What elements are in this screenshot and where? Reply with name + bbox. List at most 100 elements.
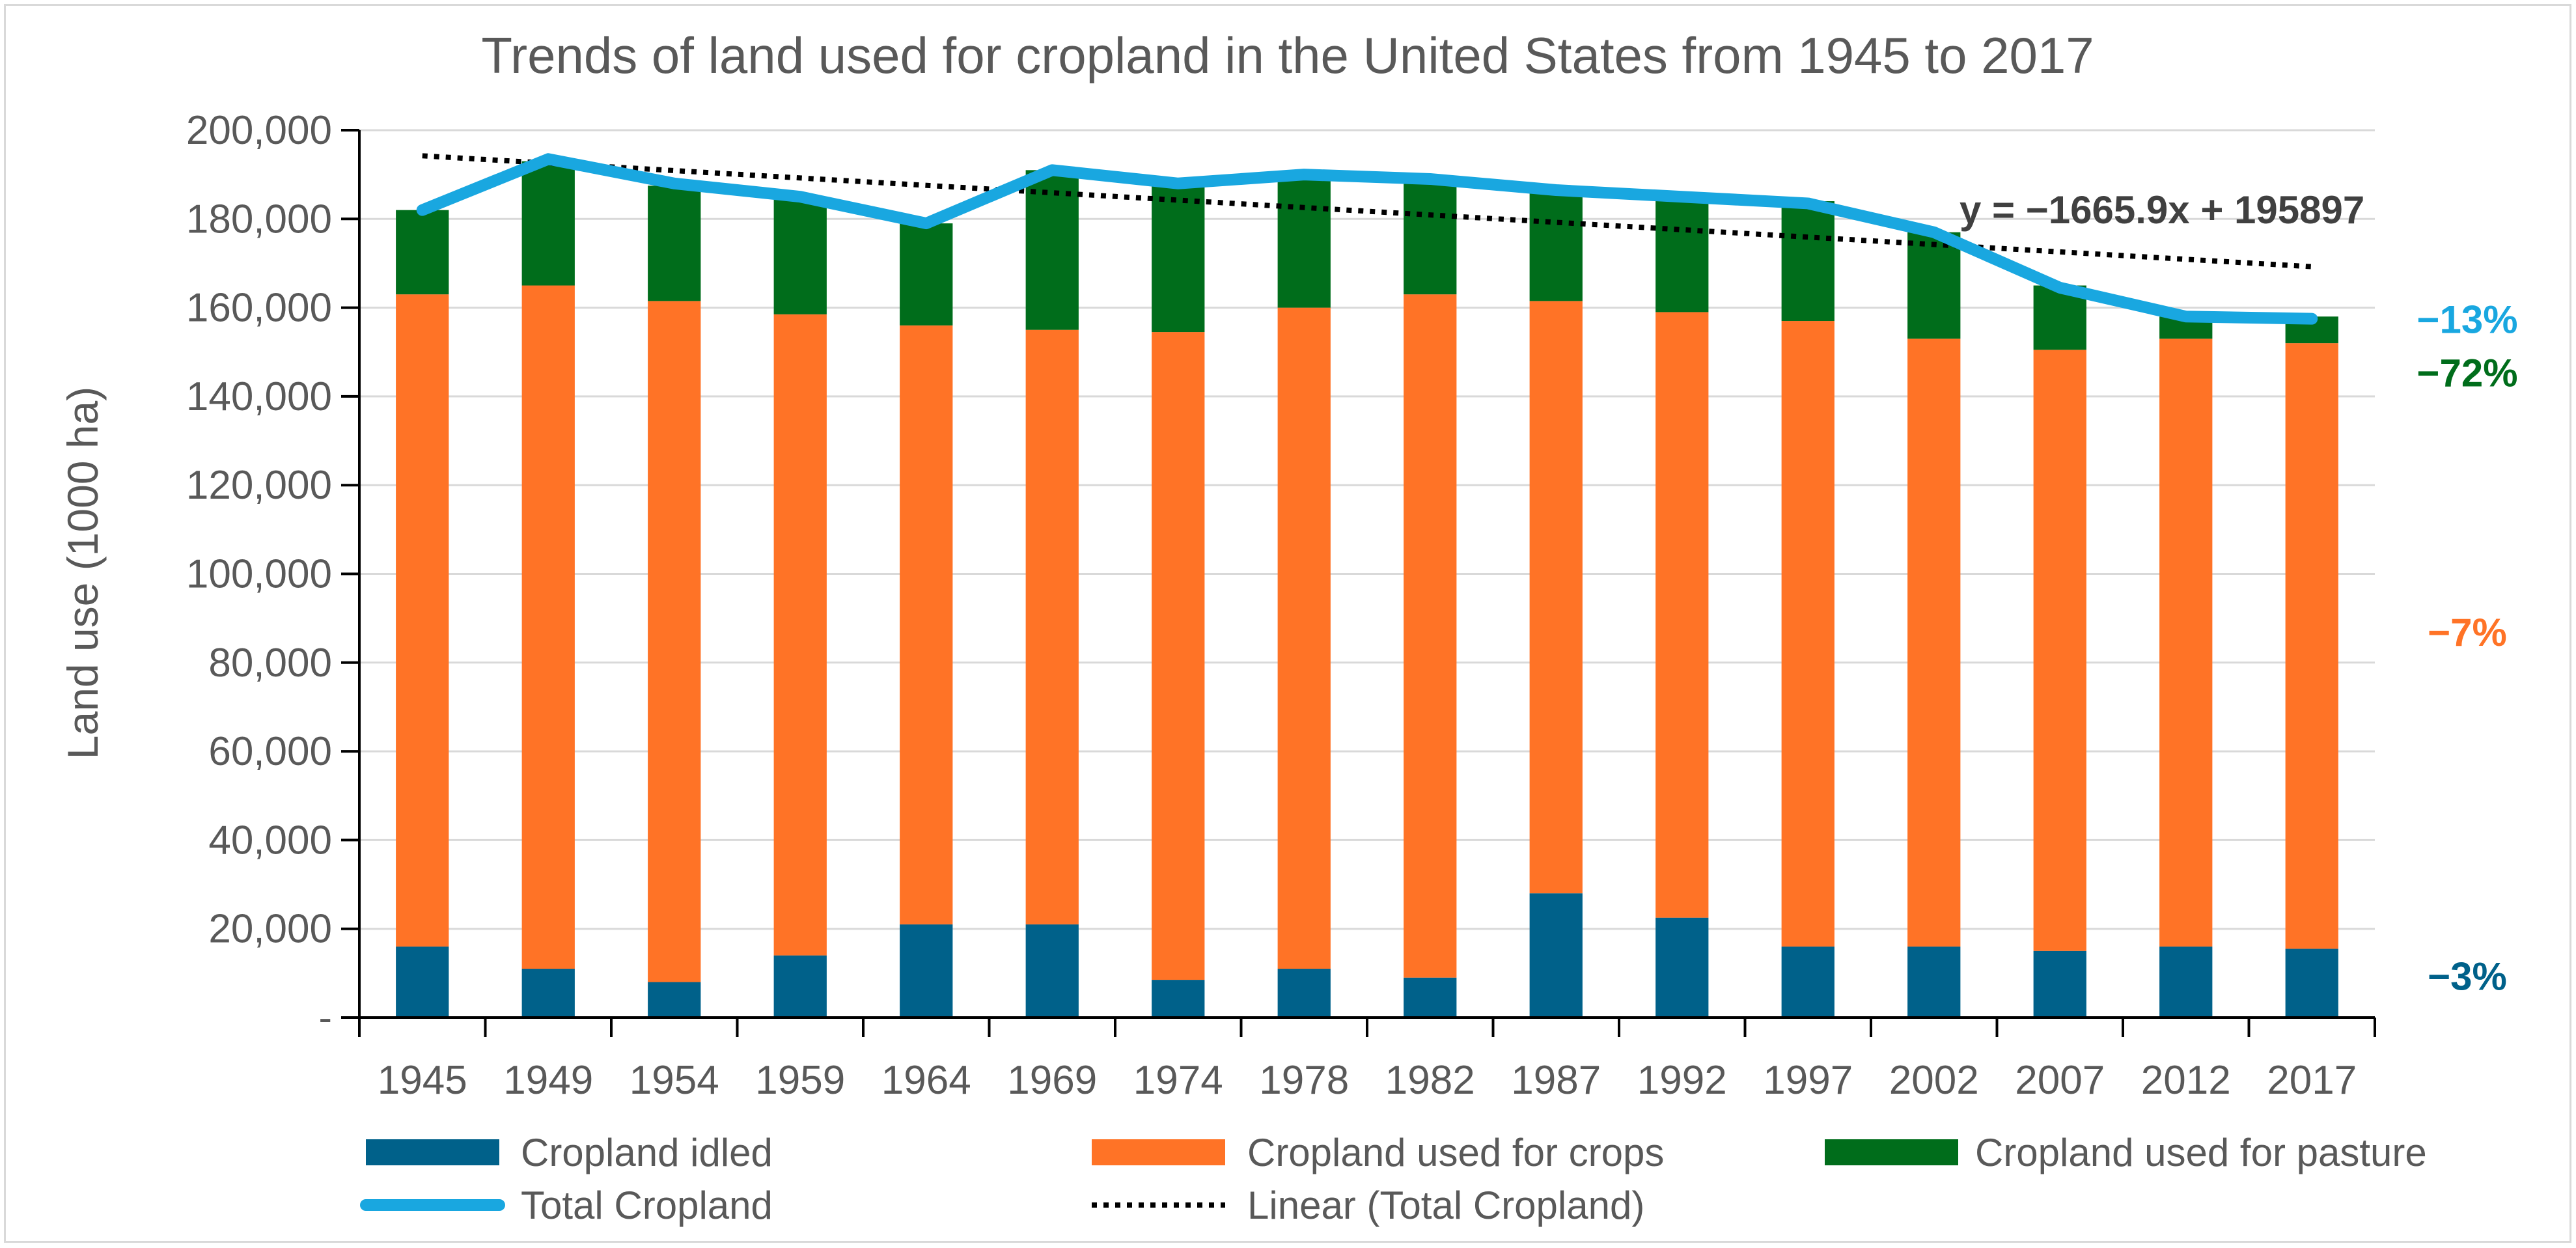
x-tick-label: 2012 xyxy=(2141,1058,2231,1103)
x-tick-label: 1974 xyxy=(1133,1058,1223,1103)
bar-cropland-used-for-pasture-1959 xyxy=(773,197,827,314)
bar-cropland-used-for-crops-1964 xyxy=(900,325,953,924)
bar-cropland-used-for-pasture-1974 xyxy=(1152,186,1205,333)
bar-cropland-used-for-crops-2012 xyxy=(2159,339,2213,947)
x-tick-label: 1949 xyxy=(503,1058,593,1103)
bar-cropland-used-for-crops-1982 xyxy=(1404,294,1457,978)
y-tick-label: - xyxy=(318,995,332,1040)
total-cropland-point-1945 xyxy=(421,209,423,211)
bar-cropland-used-for-pasture-1945 xyxy=(396,210,449,295)
x-tick-label: 1992 xyxy=(1637,1058,1727,1103)
y-tick-label: 60,000 xyxy=(208,729,332,774)
y-tick-label: 200,000 xyxy=(186,108,332,153)
total-cropland-line xyxy=(416,153,2318,325)
bar-cropland-used-for-crops-1974 xyxy=(1152,332,1205,980)
axes xyxy=(341,129,2376,1037)
bar-cropland-used-for-crops-1954 xyxy=(648,301,701,982)
total-cropland-point-1982 xyxy=(1429,178,1431,180)
x-tick-label: 1982 xyxy=(1385,1058,1475,1103)
y-tick-label: 20,000 xyxy=(208,907,332,952)
bar-cropland-idled-2017 xyxy=(2285,949,2338,1018)
bar-cropland-idled-1974 xyxy=(1152,980,1205,1018)
bar-cropland-used-for-crops-1987 xyxy=(1529,301,1583,894)
bar-cropland-used-for-pasture-1978 xyxy=(1277,174,1331,308)
bar-cropland-idled-1997 xyxy=(1781,946,1835,1018)
bar-cropland-idled-1987 xyxy=(1529,893,1583,1018)
total-cropland-point-1959 xyxy=(799,196,801,198)
y-tick-label: 120,000 xyxy=(186,463,332,508)
bar-cropland-used-for-crops-1997 xyxy=(1781,321,1835,947)
legend-swatch-cropland-idled xyxy=(366,1139,499,1165)
change-annotation: −3% xyxy=(2428,954,2507,998)
bar-cropland-used-for-crops-1945 xyxy=(396,294,449,947)
x-tick-label: 2007 xyxy=(2015,1058,2105,1103)
legend: Cropland idled Cropland used for crops Cro… xyxy=(360,1131,2427,1227)
bar-cropland-used-for-pasture-1982 xyxy=(1404,178,1457,295)
y-axis-title: Land use (1000 ha) xyxy=(59,387,107,759)
x-tick-label: 1954 xyxy=(630,1058,719,1103)
bar-cropland-idled-2007 xyxy=(2033,950,2086,1018)
change-annotation: −7% xyxy=(2428,611,2507,654)
y-tick-label: 100,000 xyxy=(186,552,332,597)
y-tick-label: 80,000 xyxy=(208,641,332,686)
chart-title: Trends of land used for cropland in the … xyxy=(481,27,2094,84)
total-cropland-point-1992 xyxy=(1681,196,1683,198)
x-tick-label: 1959 xyxy=(755,1058,845,1103)
trendline-equation: y = −1665.9x + 195897 xyxy=(1960,188,2364,232)
bar-cropland-used-for-crops-2002 xyxy=(1907,339,1961,947)
total-cropland-point-2017 xyxy=(2311,318,2313,320)
bar-cropland-used-for-crops-1978 xyxy=(1277,307,1331,969)
total-cropland-point-1978 xyxy=(1303,174,1305,176)
y-tick-label: 40,000 xyxy=(208,818,332,863)
x-tick-label: 2017 xyxy=(2267,1058,2357,1103)
tick-labels: - 20,000 40,000 60,000 80,000 100,000 120,000 1… xyxy=(186,108,2357,1103)
x-tick-label: 1969 xyxy=(1007,1058,1097,1103)
legend-swatch-cropland-used-for-crops xyxy=(1092,1139,1225,1165)
bar-cropland-used-for-pasture-1987 xyxy=(1529,190,1583,301)
bar-cropland-used-for-crops-1949 xyxy=(521,285,575,969)
legend-label-total-cropland: Total Cropland xyxy=(521,1184,773,1227)
bar-cropland-used-for-crops-1959 xyxy=(773,314,827,956)
legend-label-cropland-idled: Cropland idled xyxy=(521,1131,773,1174)
bar-cropland-used-for-pasture-1992 xyxy=(1655,197,1709,312)
total-line-group xyxy=(416,153,2318,325)
bar-cropland-idled-1954 xyxy=(648,982,701,1018)
legend-label-cropland-used-for-pasture: Cropland used for pasture xyxy=(1975,1131,2427,1174)
total-cropland-point-2007 xyxy=(2059,286,2061,288)
bar-cropland-idled-2012 xyxy=(2159,946,2213,1018)
legend-swatch-cropland-used-for-pasture xyxy=(1825,1139,1958,1165)
bar-cropland-used-for-pasture-1954 xyxy=(648,186,701,301)
bar-cropland-used-for-crops-2017 xyxy=(2285,343,2338,949)
bar-cropland-used-for-crops-1969 xyxy=(1025,329,1079,924)
bar-cropland-idled-1945 xyxy=(396,946,449,1018)
x-tick-label: 1997 xyxy=(1763,1058,1853,1103)
bar-cropland-used-for-pasture-2002 xyxy=(1907,232,1961,339)
legend-label-linear-total-cropland: Linear (Total Cropland) xyxy=(1247,1184,1644,1227)
total-cropland-point-1964 xyxy=(925,223,927,225)
bar-cropland-idled-2002 xyxy=(1907,946,1961,1018)
total-cropland-point-1954 xyxy=(673,182,675,184)
bar-cropland-used-for-pasture-1969 xyxy=(1025,170,1079,330)
x-tick-label: 2002 xyxy=(1889,1058,1979,1103)
legend-label-cropland-used-for-crops: Cropland used for crops xyxy=(1247,1131,1664,1174)
bar-cropland-idled-1982 xyxy=(1404,977,1457,1018)
total-cropland-point-2012 xyxy=(2185,316,2187,318)
trendline-group: y = −1665.9x + 195897 xyxy=(422,153,2364,270)
bar-cropland-used-for-pasture-1949 xyxy=(521,161,575,286)
total-cropland-point-1949 xyxy=(547,158,549,160)
bar-cropland-used-for-crops-1992 xyxy=(1655,312,1709,918)
y-tick-label: 180,000 xyxy=(186,197,332,242)
bar-cropland-idled-1964 xyxy=(900,924,953,1018)
x-tick-label: 1987 xyxy=(1511,1058,1601,1103)
y-tick-label: 140,000 xyxy=(186,374,332,419)
change-annotation: −13% xyxy=(2417,298,2517,342)
change-annotation: −72% xyxy=(2417,351,2517,395)
bar-cropland-idled-1969 xyxy=(1025,924,1079,1018)
y-tick-label: 160,000 xyxy=(186,286,332,331)
bar-cropland-idled-1992 xyxy=(1655,917,1709,1018)
annotations: −13% −72% −7% −3% xyxy=(2417,298,2517,999)
x-tick-label: 1978 xyxy=(1259,1058,1349,1103)
total-cropland-point-1969 xyxy=(1051,169,1053,171)
bar-cropland-used-for-pasture-1964 xyxy=(900,223,953,326)
